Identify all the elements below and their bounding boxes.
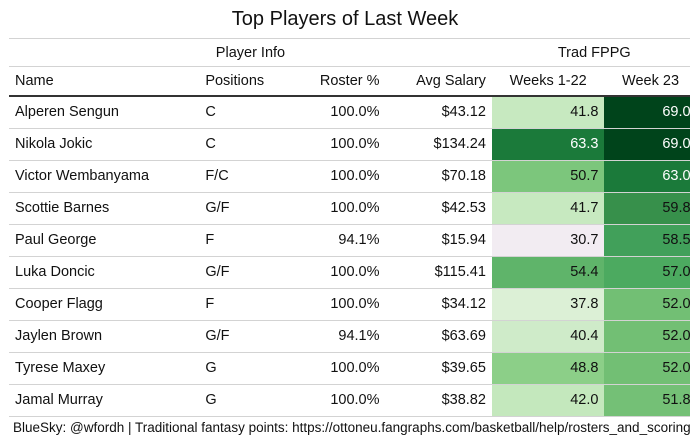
player-name: Tyrese Maxey: [9, 352, 200, 385]
table-title: Top Players of Last Week: [231, 8, 459, 30]
fppg-weeks-1-22: 63.3: [491, 128, 605, 161]
table-row: Alperen Sengun C 100.0% $43.12 41.8 69.0: [9, 96, 690, 129]
player-name: Luka Doncic: [9, 256, 200, 289]
player-name: Victor Wembanyama: [9, 160, 200, 193]
player-roster: 100.0%: [289, 96, 386, 129]
table-row: Jaylen Brown G/F 94.1% $63.69 40.4 52.0: [9, 320, 690, 353]
player-positions: F: [199, 224, 290, 257]
player-name: Jamal Murray: [9, 384, 200, 417]
player-name: Jaylen Brown: [9, 320, 200, 353]
player-positions: G/F: [199, 320, 290, 353]
player-salary: $134.24: [385, 128, 492, 161]
fppg-week-23: 59.8: [604, 192, 690, 225]
fppg-week-23: 52.0: [604, 320, 690, 353]
player-salary: $39.65: [385, 352, 492, 385]
table-row: Victor Wembanyama F/C 100.0% $70.18 50.7 63.0: [9, 160, 690, 193]
group-trad-fppg: Trad FPPG: [491, 38, 690, 67]
player-roster: 100.0%: [289, 384, 386, 417]
player-positions: G/F: [199, 256, 290, 289]
footer-source: BlueSky: @wfordh | Traditional fantasy p…: [9, 415, 690, 439]
table-row: Paul George F 94.1% $15.94 30.7 58.5: [9, 224, 690, 257]
player-salary: $63.69: [385, 320, 492, 353]
player-positions: G: [199, 384, 290, 417]
fppg-weeks-1-22: 42.0: [491, 384, 605, 417]
table-row: Luka Doncic G/F 100.0% $115.41 54.4 57.0: [9, 256, 690, 289]
player-positions: F: [199, 288, 290, 321]
player-name: Nikola Jokic: [9, 128, 200, 161]
player-name: Scottie Barnes: [9, 192, 200, 225]
col-salary: Avg Salary: [385, 66, 492, 97]
fppg-week-23: 57.0: [604, 256, 690, 289]
player-salary: $15.94: [385, 224, 492, 257]
player-positions: C: [199, 96, 290, 129]
table-row: Cooper Flagg F 100.0% $34.12 37.8 52.0: [9, 288, 690, 321]
player-roster: 100.0%: [289, 288, 386, 321]
player-salary: $42.53: [385, 192, 492, 225]
table-row: Scottie Barnes G/F 100.0% $42.53 41.7 59.8: [9, 192, 690, 225]
col-weeks-1-22: Weeks 1-22: [491, 66, 605, 97]
player-name: Paul George: [9, 224, 200, 257]
fppg-week-23: 69.0: [604, 128, 690, 161]
col-name: Name: [9, 66, 200, 97]
fppg-weeks-1-22: 40.4: [491, 320, 605, 353]
col-week-23: Week 23: [604, 66, 690, 97]
player-roster: 94.1%: [289, 224, 386, 257]
table-row: Jamal Murray G 100.0% $38.82 42.0 51.8: [9, 384, 690, 417]
group-header-row: Player Info Trad FPPG: [9, 38, 690, 67]
col-roster: Roster %: [289, 66, 386, 97]
player-name: Alperen Sengun: [9, 96, 200, 129]
fppg-weeks-1-22: 37.8: [491, 288, 605, 321]
player-positions: G/F: [199, 192, 290, 225]
players-table: Player Info Trad FPPG Name Positions Ros…: [9, 38, 690, 439]
player-roster: 100.0%: [289, 352, 386, 385]
fppg-week-23: 69.0: [604, 96, 690, 129]
table-row: Nikola Jokic C 100.0% $134.24 63.3 69.0: [9, 128, 690, 161]
player-roster: 100.0%: [289, 256, 386, 289]
table-row: Tyrese Maxey G 100.0% $39.65 48.8 52.0: [9, 352, 690, 385]
fppg-weeks-1-22: 41.8: [491, 96, 605, 129]
player-salary: $70.18: [385, 160, 492, 193]
player-positions: F/C: [199, 160, 290, 193]
player-roster: 100.0%: [289, 128, 386, 161]
player-name: Cooper Flagg: [9, 288, 200, 321]
player-salary: $43.12: [385, 96, 492, 129]
player-positions: C: [199, 128, 290, 161]
fppg-week-23: 63.0: [604, 160, 690, 193]
player-roster: 100.0%: [289, 160, 386, 193]
group-player-info: Player Info: [9, 38, 492, 67]
player-roster: 100.0%: [289, 192, 386, 225]
fppg-weeks-1-22: 54.4: [491, 256, 605, 289]
player-salary: $115.41: [385, 256, 492, 289]
fppg-week-23: 52.0: [604, 352, 690, 385]
col-positions: Positions: [199, 66, 290, 97]
fppg-weeks-1-22: 48.8: [491, 352, 605, 385]
fppg-week-23: 51.8: [604, 384, 690, 417]
fppg-week-23: 58.5: [604, 224, 690, 257]
player-salary: $34.12: [385, 288, 492, 321]
fppg-weeks-1-22: 30.7: [491, 224, 605, 257]
player-roster: 94.1%: [289, 320, 386, 353]
fppg-week-23: 52.0: [604, 288, 690, 321]
fppg-weeks-1-22: 41.7: [491, 192, 605, 225]
fppg-weeks-1-22: 50.7: [491, 160, 605, 193]
player-positions: G: [199, 352, 290, 385]
player-salary: $38.82: [385, 384, 492, 417]
column-header-row: Name Positions Roster % Avg Salary Weeks…: [9, 66, 690, 97]
